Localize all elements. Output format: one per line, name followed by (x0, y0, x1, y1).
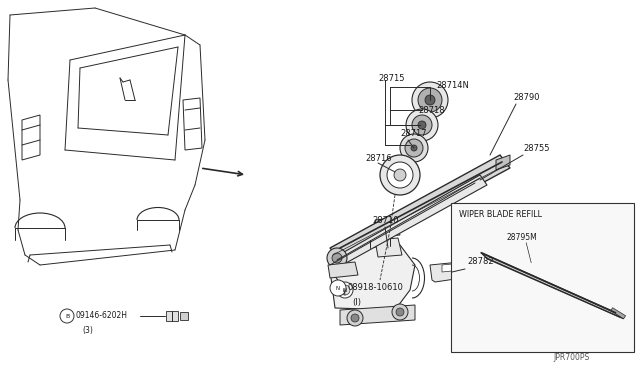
Text: 28782: 28782 (467, 257, 493, 266)
Text: 09146-6202H: 09146-6202H (76, 311, 128, 321)
Polygon shape (496, 155, 510, 170)
Polygon shape (330, 155, 510, 260)
Text: N: N (336, 285, 340, 291)
Polygon shape (442, 264, 452, 272)
Text: JPR700PS: JPR700PS (554, 353, 590, 362)
Circle shape (392, 304, 408, 320)
Polygon shape (375, 238, 402, 257)
Text: 08918-10610: 08918-10610 (348, 283, 404, 292)
Text: 28715: 28715 (378, 74, 404, 83)
Text: N: N (343, 288, 347, 292)
Bar (166, 311, 178, 321)
Circle shape (60, 309, 74, 323)
Text: WIPER BLADE REFILL: WIPER BLADE REFILL (460, 210, 542, 219)
Polygon shape (375, 218, 400, 237)
Circle shape (425, 95, 435, 105)
Polygon shape (430, 262, 462, 282)
Circle shape (396, 308, 404, 316)
Text: 28755: 28755 (523, 144, 550, 153)
Circle shape (332, 253, 342, 263)
Circle shape (400, 134, 428, 162)
Circle shape (405, 139, 423, 157)
Text: 28790: 28790 (513, 93, 540, 102)
Bar (451, 203, 634, 352)
Circle shape (330, 280, 346, 296)
Circle shape (327, 248, 347, 268)
Text: 28714N: 28714N (436, 80, 469, 90)
Text: B: B (65, 314, 69, 318)
Circle shape (347, 310, 363, 326)
Text: (I): (I) (352, 298, 361, 307)
Circle shape (412, 82, 448, 118)
Circle shape (375, 221, 389, 235)
Circle shape (337, 282, 353, 298)
Circle shape (418, 121, 426, 129)
Circle shape (351, 314, 359, 322)
Text: 28716: 28716 (365, 154, 392, 163)
Circle shape (394, 169, 406, 181)
Text: 28718: 28718 (418, 106, 445, 115)
Text: 28795M: 28795M (506, 233, 537, 242)
Polygon shape (330, 245, 415, 310)
Circle shape (412, 115, 432, 135)
Polygon shape (328, 262, 358, 278)
Bar (180, 312, 188, 320)
Text: 28717: 28717 (400, 128, 427, 138)
Text: 28710: 28710 (372, 215, 399, 224)
Text: (3): (3) (82, 326, 93, 334)
Polygon shape (330, 175, 487, 268)
Circle shape (418, 88, 442, 112)
Polygon shape (481, 253, 623, 319)
Polygon shape (340, 305, 415, 325)
Circle shape (380, 155, 420, 195)
Circle shape (387, 162, 413, 188)
Circle shape (406, 109, 438, 141)
Circle shape (411, 145, 417, 151)
Polygon shape (611, 308, 625, 319)
Circle shape (340, 285, 350, 295)
